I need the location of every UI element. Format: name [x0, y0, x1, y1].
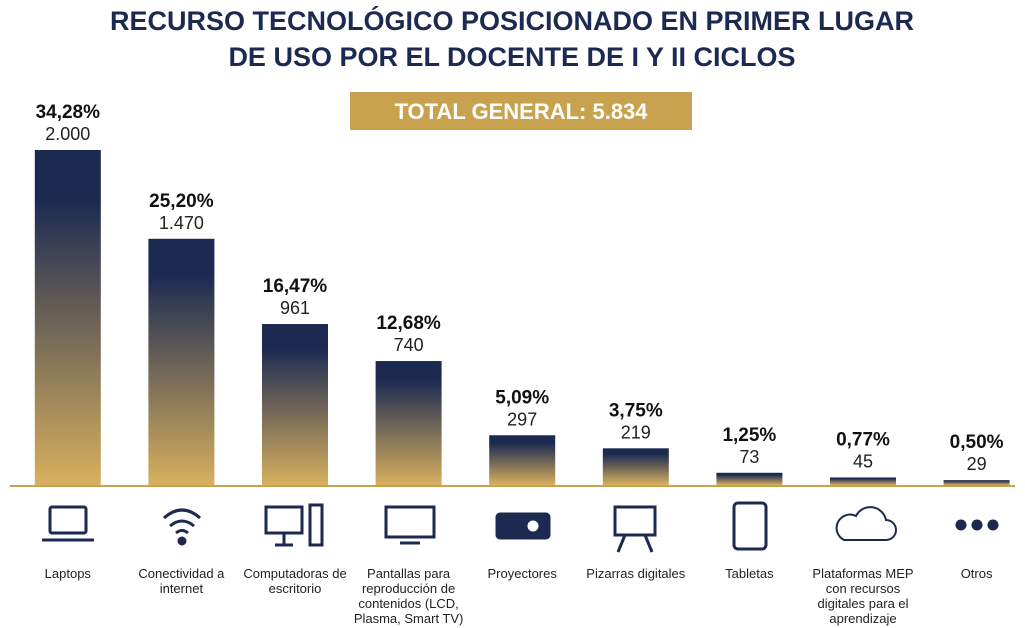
chart-title: RECURSO TECNOLÓGICO POSICIONADO EN PRIME… — [110, 5, 914, 36]
value-label: 219 — [621, 422, 651, 442]
category-label: Computadoras de escritorio — [243, 566, 347, 596]
category-label: Otros — [960, 566, 993, 581]
value-label: 29 — [967, 454, 987, 474]
category-label: Plataformas MEP con recursos digitales p… — [812, 566, 914, 626]
total-box — [350, 92, 692, 130]
subtitle: TOTAL GENERAL: 5.834 — [394, 99, 648, 124]
category-label: Proyectores — [487, 566, 557, 581]
percent-label: 0,77% — [836, 429, 890, 450]
bar — [34, 150, 101, 485]
category-label: Pizarras digitales — [586, 566, 686, 581]
percent-label: 12,68% — [376, 313, 441, 334]
percent-label: 1,25% — [722, 425, 776, 446]
bar — [716, 472, 783, 485]
bar — [602, 448, 669, 485]
bar — [943, 480, 1010, 485]
category-label: Tabletas — [725, 566, 774, 581]
percent-label: 0,50% — [950, 432, 1004, 453]
value-label: 961 — [280, 298, 310, 318]
value-label: 740 — [394, 335, 424, 355]
value-label: 45 — [853, 451, 873, 471]
icons — [42, 501, 999, 553]
percent-label: 3,75% — [609, 400, 663, 421]
bar — [262, 324, 328, 485]
value-label: 1.470 — [159, 213, 204, 233]
value-label: 73 — [739, 447, 759, 467]
percent-label: 16,47% — [263, 276, 328, 297]
bar — [148, 238, 215, 485]
chart-title: DE USO POR EL DOCENTE DE I Y II CICLOS — [228, 42, 795, 72]
bar — [375, 361, 442, 485]
bar — [830, 477, 896, 485]
bar — [489, 435, 556, 485]
value-label: 2.000 — [45, 124, 90, 144]
value-label: 297 — [507, 409, 537, 429]
category-label: Pantallas para reproducción de contenido… — [353, 566, 464, 626]
percent-label: 34,28% — [36, 102, 101, 123]
percent-label: 5,09% — [495, 387, 549, 408]
percent-label: 25,20% — [149, 191, 214, 212]
category-label: Conectividad a internet — [138, 566, 225, 596]
category-label: Laptops — [44, 566, 91, 581]
